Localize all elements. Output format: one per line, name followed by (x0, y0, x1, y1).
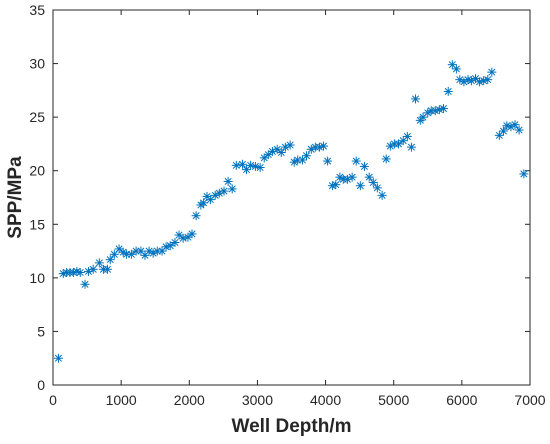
data-point (502, 121, 512, 131)
data-point (519, 169, 529, 179)
data-point (355, 181, 365, 191)
data-point (323, 156, 333, 166)
data-point (199, 198, 209, 208)
x-tick-label: 5000 (378, 392, 409, 408)
data-point (377, 190, 387, 200)
data-point (68, 268, 78, 277)
data-point (223, 176, 233, 186)
data-point (372, 183, 382, 193)
data-point (463, 75, 473, 85)
plot-frame (52, 9, 531, 386)
x-tick-label: 1000 (106, 392, 137, 408)
data-point (105, 255, 115, 265)
data-point (319, 141, 329, 151)
data-point (75, 268, 85, 277)
data-point (434, 105, 444, 115)
data-point (351, 156, 361, 166)
data-point (301, 151, 311, 161)
data-point (411, 94, 421, 104)
x-tick-label: 0 (49, 392, 57, 408)
data-point (259, 153, 269, 163)
data-point (381, 154, 391, 164)
data-point (483, 75, 493, 85)
data-point (94, 258, 104, 268)
data-point (231, 160, 241, 170)
y-tick-label: 25 (29, 109, 45, 125)
data-point (53, 353, 63, 363)
data-point (88, 264, 98, 274)
data-point (393, 139, 403, 149)
data-point (475, 77, 485, 87)
y-tick-label: 10 (29, 270, 45, 286)
data-point (191, 211, 201, 221)
data-point (255, 163, 265, 172)
data-point (237, 159, 247, 169)
data-point (368, 178, 378, 187)
data-point (347, 172, 357, 182)
data-point (438, 104, 448, 114)
axes (52, 9, 531, 386)
data-point (165, 241, 175, 251)
y-tick-label: 5 (37, 323, 45, 339)
data-point (187, 229, 197, 239)
y-tick-label: 30 (29, 56, 45, 72)
data-points (53, 60, 529, 363)
y-tick-label: 35 (29, 2, 45, 18)
data-point (443, 86, 453, 96)
data-point (451, 64, 461, 74)
y-tick-label: 15 (29, 216, 45, 232)
data-point (285, 140, 295, 150)
ticks: 0 1000 2000 3000 4000 5000 6000 7000 0 5 10 15 20 25 3… (29, 2, 545, 408)
y-axis-title: SPP/MPa (5, 156, 26, 239)
data-point (126, 249, 136, 259)
data-point (406, 142, 416, 152)
data-point (514, 125, 524, 135)
data-point (331, 180, 341, 190)
data-point (276, 148, 286, 157)
data-point (498, 126, 508, 136)
data-point (161, 242, 171, 252)
data-point (359, 161, 369, 171)
data-point (205, 195, 215, 205)
data-point (170, 238, 180, 247)
data-point (219, 186, 229, 196)
data-point (402, 131, 412, 141)
data-point (364, 172, 374, 182)
x-tick-label: 3000 (242, 392, 273, 408)
x-tick-label: 4000 (310, 392, 341, 408)
y-tick-label: 0 (37, 377, 45, 393)
x-tick-label: 7000 (514, 392, 545, 408)
data-point (510, 120, 520, 130)
data-point (314, 142, 324, 152)
data-point (80, 279, 90, 289)
data-point (487, 67, 497, 77)
x-tick-label: 6000 (446, 392, 477, 408)
data-point (227, 184, 237, 194)
data-point (103, 264, 113, 274)
x-axis-title: Well Depth/m (232, 416, 352, 437)
x-tick-label: 2000 (174, 392, 205, 408)
y-tick-label: 20 (29, 163, 45, 179)
